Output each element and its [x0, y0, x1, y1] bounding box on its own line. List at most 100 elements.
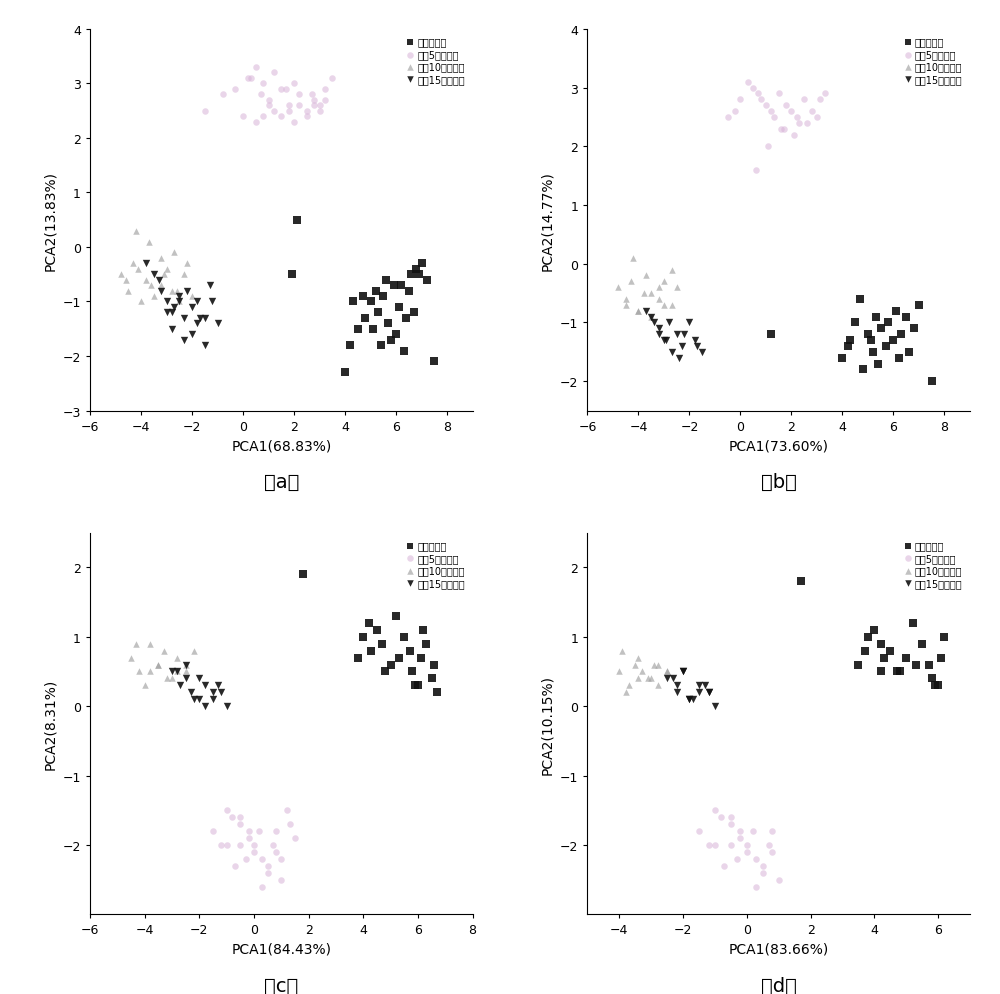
- Point: [248, 114, 264, 130]
- Point: [429, 685, 445, 701]
- Point: [866, 622, 882, 638]
- Point: [241, 830, 257, 846]
- Point: [618, 685, 634, 701]
- Point: [179, 283, 195, 299]
- Point: [265, 837, 281, 853]
- Point: [213, 685, 229, 701]
- Point: [286, 77, 302, 92]
- Point: [659, 664, 675, 680]
- Point: [687, 333, 703, 349]
- Point: [159, 671, 175, 687]
- Point: [701, 837, 717, 853]
- Point: [847, 315, 863, 331]
- Point: [164, 671, 180, 687]
- Point: [391, 650, 407, 666]
- Point: [164, 283, 180, 299]
- Point: [748, 879, 764, 895]
- Point: [202, 278, 218, 294]
- Point: [793, 574, 809, 589]
- Point: [169, 664, 185, 680]
- Point: [783, 104, 799, 120]
- Point: [398, 310, 414, 326]
- Point: [852, 291, 868, 307]
- Point: [878, 339, 894, 355]
- Point: [246, 844, 262, 860]
- Point: [375, 289, 391, 305]
- Point: [634, 664, 650, 680]
- Point: [911, 297, 927, 313]
- Point: [410, 678, 426, 694]
- Point: [312, 103, 328, 119]
- Point: [415, 622, 431, 638]
- Point: [369, 622, 385, 638]
- Point: [219, 699, 235, 715]
- Point: [651, 291, 667, 307]
- Point: [273, 872, 289, 888]
- Point: [681, 692, 697, 708]
- Point: [205, 823, 221, 839]
- Point: [176, 310, 192, 326]
- Point: [707, 699, 723, 715]
- Point: [876, 650, 892, 666]
- Point: [636, 286, 652, 302]
- Point: [393, 278, 409, 294]
- Point: [248, 60, 264, 76]
- Point: [614, 643, 630, 659]
- Point: [898, 650, 914, 666]
- Point: [401, 283, 417, 299]
- Point: [850, 657, 866, 673]
- Point: [159, 261, 175, 277]
- Point: [778, 98, 794, 114]
- Point: [178, 664, 194, 680]
- Point: [153, 278, 169, 294]
- Point: [268, 823, 284, 839]
- Point: [317, 92, 333, 108]
- Point: [707, 802, 723, 818]
- Point: [625, 250, 641, 266]
- Point: [623, 274, 639, 290]
- Point: [643, 309, 659, 325]
- Point: [251, 823, 267, 839]
- Point: [205, 685, 221, 701]
- Point: [664, 297, 680, 313]
- Point: [927, 678, 943, 694]
- Point: [882, 643, 898, 659]
- Point: [659, 671, 675, 687]
- Point: [716, 858, 732, 874]
- Point: [646, 315, 662, 331]
- Point: [219, 802, 235, 818]
- Point: [685, 692, 701, 708]
- Point: [243, 71, 259, 86]
- Point: [745, 823, 761, 839]
- Point: [671, 351, 687, 367]
- Point: [291, 98, 307, 114]
- Point: [159, 294, 175, 310]
- Point: [130, 261, 146, 277]
- Point: [413, 650, 429, 666]
- Point: [342, 338, 358, 354]
- Point: [197, 310, 213, 326]
- Point: [253, 87, 269, 103]
- Point: [281, 98, 297, 114]
- Point: [324, 71, 340, 86]
- Point: [295, 567, 311, 582]
- Point: [664, 345, 680, 361]
- Point: [669, 327, 685, 343]
- Point: [169, 650, 185, 666]
- Point: [748, 851, 764, 867]
- Point: [345, 294, 361, 310]
- Point: [118, 272, 134, 288]
- Legend: 新鲜山核桃, 陈化5天山核桃, 陈化10天山核桃, 陈化15天山核桃: 新鲜山核桃, 陈化5天山核桃, 陈化10天山核桃, 陈化15天山核桃: [901, 538, 965, 591]
- Point: [166, 246, 182, 261]
- Point: [125, 256, 141, 272]
- X-axis label: PCA1(68.83%): PCA1(68.83%): [231, 438, 331, 452]
- Point: [232, 816, 248, 832]
- Point: [191, 671, 207, 687]
- Point: [197, 699, 213, 715]
- Point: [860, 629, 876, 645]
- Point: [739, 844, 755, 860]
- Point: [758, 98, 774, 114]
- Point: [183, 685, 199, 701]
- Point: [681, 692, 697, 708]
- Point: [804, 104, 820, 120]
